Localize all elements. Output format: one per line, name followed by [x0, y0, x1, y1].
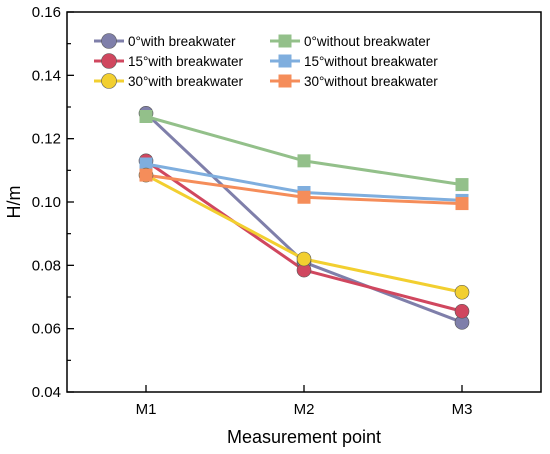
legend-marker [278, 34, 292, 48]
legend-label: 15°with breakwater [128, 54, 243, 69]
legend-label: 30°without breakwater [304, 74, 438, 89]
data-point [139, 157, 153, 171]
data-point [296, 251, 312, 267]
legend-marker [278, 54, 292, 68]
data-point [455, 197, 469, 211]
series-lines [144, 112, 463, 324]
legend-marker [278, 74, 292, 88]
series-line-0 [144, 112, 463, 324]
series-markers [138, 106, 470, 330]
legend-item: 0°with breakwater [94, 33, 236, 49]
data-point [297, 154, 311, 168]
y-tick-label: 0.06 [32, 321, 61, 338]
legend-item: 15°with breakwater [94, 53, 243, 69]
legend-label: 15°without breakwater [304, 54, 438, 69]
data-point [139, 110, 153, 123]
legend-marker [101, 53, 117, 69]
y-axis-title: H/m [4, 186, 24, 219]
x-axis: M1 M2 M3 [136, 385, 473, 418]
x-tick-label: M1 [136, 401, 157, 418]
series-line-1 [145, 115, 463, 187]
series-layer [138, 106, 470, 330]
data-point [455, 178, 469, 192]
legend-item: 15°without breakwater [270, 54, 438, 69]
legend-item: 30°without breakwater [270, 74, 438, 89]
y-axis: 0.04 0.06 0.08 0.10 0.12 0.14 0.16 [32, 4, 74, 401]
y-tick-label: 0.16 [32, 4, 61, 21]
legend-item: 30°with breakwater [94, 73, 243, 89]
legend-label: 30°with breakwater [128, 74, 243, 89]
legend: 0°with breakwater 0°without breakwater 15°… [94, 33, 438, 89]
y-tick-label: 0.08 [32, 257, 61, 274]
data-point [454, 303, 470, 319]
x-tick-label: M2 [294, 401, 315, 418]
legend-marker [101, 73, 117, 89]
legend-item: 0°without breakwater [270, 34, 431, 49]
data-point [139, 168, 153, 182]
y-tick-label: 0.10 [32, 194, 61, 211]
x-tick-label: M3 [452, 401, 473, 418]
legend-marker [101, 33, 117, 49]
legend-label: 0°without breakwater [304, 34, 431, 49]
data-point [297, 190, 311, 204]
data-point [454, 284, 470, 300]
y-tick-label: 0.14 [32, 67, 61, 84]
x-axis-title: Measurement point [227, 427, 381, 447]
series-line-2 [145, 159, 463, 313]
y-tick-label: 0.12 [32, 131, 61, 148]
y-tick-label: 0.04 [32, 384, 61, 401]
legend-label: 0°with breakwater [128, 34, 236, 49]
